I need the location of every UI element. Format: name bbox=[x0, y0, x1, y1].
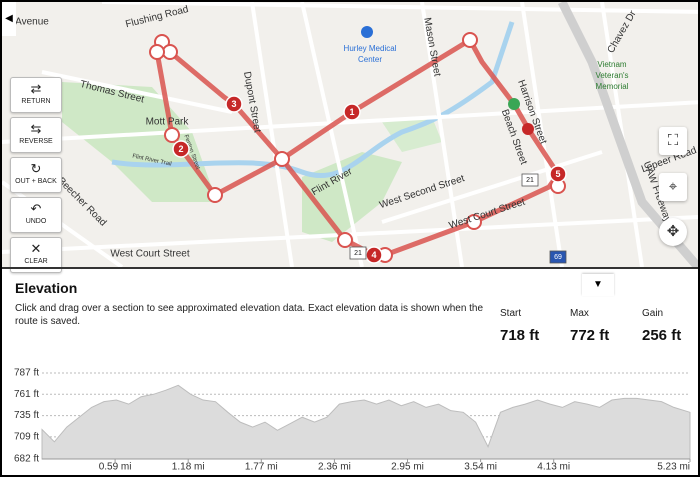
street-label: West Court Street bbox=[110, 249, 190, 260]
tool-label: REVERSE bbox=[19, 138, 53, 145]
road-shield bbox=[521, 173, 539, 187]
elevation-area bbox=[41, 384, 691, 460]
x-tick-label: 5.23 mi bbox=[657, 462, 690, 473]
street-label: Vietnam bbox=[597, 60, 627, 69]
tool-label: OUT + BACK bbox=[15, 178, 57, 185]
stat-value: 718 ft bbox=[500, 327, 540, 344]
x-tick-label: 4.13 mi bbox=[537, 462, 570, 473]
tool-icon: ⇆ bbox=[30, 121, 42, 136]
road-shield-label: 69 bbox=[554, 254, 562, 261]
tool-button[interactable]: ⇄ RETURN bbox=[10, 77, 62, 113]
street-label: Mott Park bbox=[146, 117, 190, 128]
tool-label: RETURN bbox=[21, 98, 51, 105]
y-tick-label: 787 ft bbox=[14, 368, 39, 379]
route-marker-label: 3 bbox=[231, 99, 236, 109]
y-tick-label: 735 ft bbox=[14, 410, 39, 421]
collapse-button[interactable]: ◀ bbox=[2, 2, 16, 36]
street-label: Avenue bbox=[15, 17, 49, 28]
route-marker-label: 5 bbox=[555, 169, 560, 179]
road-shield-label: 21 bbox=[354, 250, 362, 257]
road-shield-label: 21 bbox=[526, 177, 534, 184]
tool-button[interactable]: ↻ OUT + BACK bbox=[10, 157, 62, 193]
park bbox=[62, 82, 217, 202]
stat-value: 772 ft bbox=[570, 327, 610, 344]
tool-icon: ↻ bbox=[30, 161, 42, 176]
road-shield bbox=[349, 246, 367, 260]
stat: Max 772 ft bbox=[570, 308, 609, 344]
elevation-chart[interactable]: 787 ft 761 ft 735 ft 709 ft 682 ft 0.59 mi 1.1… bbox=[2, 362, 698, 475]
route-marker bbox=[343, 103, 361, 121]
stat: Gain 256 ft bbox=[642, 308, 681, 344]
tool-icon: ⇄ bbox=[30, 81, 42, 96]
tool-icon: ✕ bbox=[30, 241, 42, 256]
street-label: Memorial bbox=[596, 82, 629, 91]
x-tick-label: 0.59 mi bbox=[99, 462, 132, 473]
route-marker bbox=[549, 165, 567, 183]
tool-label: UNDO bbox=[25, 218, 47, 225]
hospital-icon bbox=[361, 26, 373, 38]
start-point bbox=[508, 98, 520, 110]
park bbox=[382, 117, 442, 152]
x-tick-label: 1.18 mi bbox=[172, 462, 205, 473]
divider bbox=[2, 267, 698, 269]
road-shield bbox=[549, 250, 567, 264]
route-marker-label: 2 bbox=[178, 144, 183, 154]
panel-description: Click and drag over a section to see app… bbox=[15, 303, 484, 327]
panel-title: Elevation bbox=[15, 280, 78, 296]
tool-icon: ↶ bbox=[30, 201, 42, 216]
street-label: Veteran's bbox=[595, 71, 628, 80]
y-tick-label: 709 ft bbox=[14, 432, 39, 443]
route-marker-label: 4 bbox=[371, 250, 376, 260]
street-label: Hurley Medical bbox=[344, 44, 397, 53]
end-point bbox=[522, 123, 534, 135]
stat: Start 718 ft bbox=[500, 308, 539, 344]
route-marker-label: 1 bbox=[349, 107, 354, 117]
tool-label: CLEAR bbox=[24, 258, 48, 265]
stat-label: Start bbox=[500, 308, 522, 319]
x-tick-label: 1.77 mi bbox=[245, 462, 278, 473]
tool-button[interactable]: ⇆ REVERSE bbox=[10, 117, 62, 153]
x-tick-label: 2.95 mi bbox=[391, 462, 424, 473]
stat-label: Max bbox=[570, 308, 589, 319]
pan-button[interactable]: ✥ bbox=[659, 218, 687, 246]
stat-label: Gain bbox=[642, 308, 664, 319]
x-tick-label: 2.36 mi bbox=[318, 462, 351, 473]
x-tick-label: 3.54 mi bbox=[464, 462, 497, 473]
y-tick-label: 761 ft bbox=[14, 389, 39, 400]
street-label: Center bbox=[358, 55, 382, 64]
fullscreen-button[interactable]: ⛶ bbox=[659, 127, 687, 155]
tool-button[interactable]: ↶ UNDO bbox=[10, 197, 62, 233]
locate-button[interactable]: ⌖ bbox=[659, 173, 687, 201]
route-marker bbox=[225, 95, 243, 113]
y-tick-label: 682 ft bbox=[14, 454, 39, 465]
route-marker bbox=[172, 140, 190, 158]
stat-value: 256 ft bbox=[642, 327, 682, 344]
toggle-button[interactable]: ▼ bbox=[582, 274, 614, 296]
